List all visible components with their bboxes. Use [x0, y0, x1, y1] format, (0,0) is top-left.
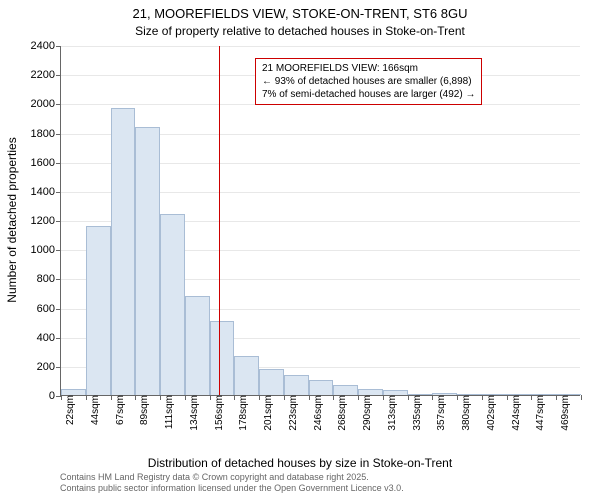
x-tick-label: 357sqm — [432, 395, 447, 431]
histogram-bar — [333, 385, 358, 395]
y-tick-label: 1600 — [31, 157, 61, 169]
x-tick-label: 44sqm — [86, 395, 101, 425]
y-tick-label: 0 — [49, 390, 61, 402]
y-tick-label: 2400 — [31, 40, 61, 52]
x-tick-label: 469sqm — [556, 395, 571, 431]
x-tick-mark — [581, 395, 582, 400]
plot-area: 0200400600800100012001400160018002000220… — [60, 46, 580, 396]
x-axis-label: Distribution of detached houses by size … — [0, 456, 600, 470]
y-tick-label: 800 — [37, 273, 61, 285]
x-tick-label: 67sqm — [111, 395, 126, 425]
histogram-bar — [185, 296, 210, 395]
histogram-bar — [160, 214, 185, 395]
annotation-box: 21 MOOREFIELDS VIEW: 166sqm← 93% of deta… — [255, 58, 482, 105]
x-tick-label: 201sqm — [259, 395, 274, 431]
x-tick-label: 290sqm — [358, 395, 373, 431]
x-tick-label: 246sqm — [309, 395, 324, 431]
x-tick-label: 335sqm — [408, 395, 423, 431]
histogram-bar — [309, 380, 334, 395]
y-tick-label: 200 — [37, 361, 61, 373]
x-tick-label: 424sqm — [507, 395, 522, 431]
chart-container: 21, MOOREFIELDS VIEW, STOKE-ON-TRENT, ST… — [0, 0, 600, 500]
y-tick-label: 1200 — [31, 215, 61, 227]
y-tick-label: 2200 — [31, 69, 61, 81]
grid-line — [61, 46, 580, 47]
x-tick-label: 268sqm — [333, 395, 348, 431]
histogram-bar — [284, 375, 309, 395]
x-tick-label: 89sqm — [135, 395, 150, 425]
annotation-line: 21 MOOREFIELDS VIEW: 166sqm — [262, 62, 475, 75]
x-tick-label: 402sqm — [482, 395, 497, 431]
x-tick-label: 134sqm — [185, 395, 200, 431]
y-tick-label: 1800 — [31, 128, 61, 140]
annotation-line: 7% of semi-detached houses are larger (4… — [262, 88, 475, 101]
histogram-bar — [86, 226, 111, 395]
histogram-bar — [135, 127, 160, 395]
y-tick-label: 1000 — [31, 244, 61, 256]
chart-title-main: 21, MOOREFIELDS VIEW, STOKE-ON-TRENT, ST… — [0, 6, 600, 21]
annotation-line: ← 93% of detached houses are smaller (6,… — [262, 75, 475, 88]
x-tick-label: 223sqm — [284, 395, 299, 431]
y-axis-label: Number of detached properties — [5, 137, 19, 302]
y-tick-label: 400 — [37, 332, 61, 344]
x-tick-label: 380sqm — [457, 395, 472, 431]
x-tick-label: 313sqm — [383, 395, 398, 431]
histogram-bar — [210, 321, 235, 395]
x-tick-label: 111sqm — [160, 395, 175, 429]
attribution-line: Contains public sector information licen… — [60, 483, 404, 494]
reference-line — [219, 46, 220, 395]
histogram-bar — [259, 369, 284, 395]
attribution-text: Contains HM Land Registry data © Crown c… — [60, 472, 404, 494]
histogram-bar — [111, 108, 136, 395]
x-tick-label: 447sqm — [531, 395, 546, 431]
histogram-bar — [234, 356, 259, 395]
y-tick-label: 2000 — [31, 98, 61, 110]
x-tick-label: 178sqm — [234, 395, 249, 431]
attribution-line: Contains HM Land Registry data © Crown c… — [60, 472, 404, 483]
chart-title-sub: Size of property relative to detached ho… — [0, 24, 600, 38]
y-tick-label: 1400 — [31, 186, 61, 198]
y-tick-label: 600 — [37, 303, 61, 315]
x-tick-label: 156sqm — [210, 395, 225, 431]
x-tick-label: 22sqm — [61, 395, 76, 425]
